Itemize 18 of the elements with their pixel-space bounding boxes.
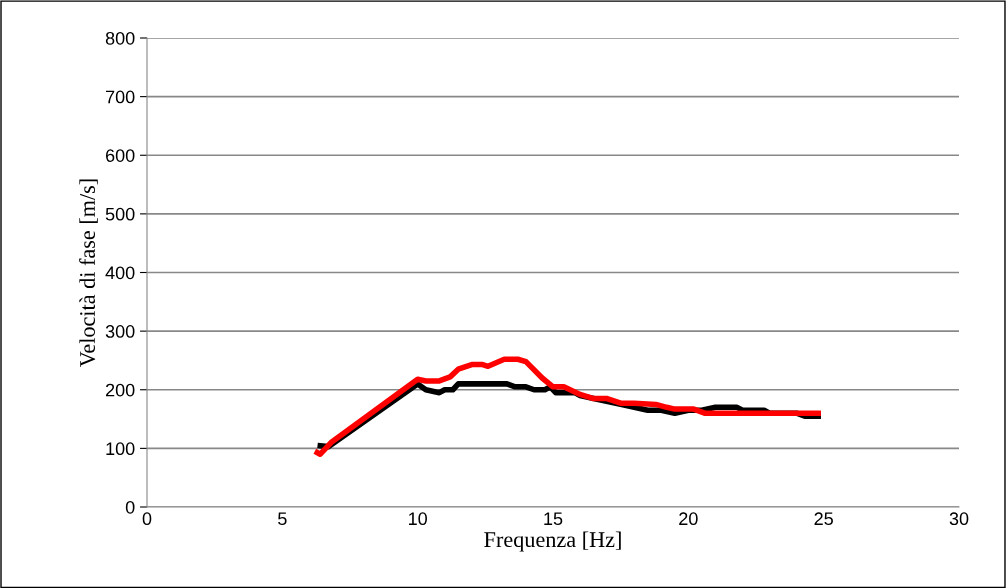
- x-tick-label: 10: [409, 512, 427, 526]
- y-axis-title: Velocità di fase [m/s]: [79, 179, 98, 367]
- x-tick-label: 25: [814, 512, 833, 526]
- y-tick-label: 200: [105, 383, 135, 397]
- x-tick-label: 20: [679, 512, 698, 526]
- x-axis-title: Frequenza [Hz]: [484, 531, 621, 552]
- y-tick-label: 400: [105, 266, 135, 280]
- y-tick-label: 500: [105, 207, 135, 221]
- x-tick-label: 30: [949, 512, 969, 526]
- y-tick-label: 800: [105, 31, 135, 45]
- x-tick-label: 5: [278, 512, 287, 526]
- x-tick-label: 15: [544, 512, 563, 526]
- x-tick-label: 0: [142, 512, 152, 526]
- y-tick-label: 0: [125, 500, 135, 514]
- y-tick-label: 300: [105, 325, 135, 338]
- y-tick-label: 600: [105, 149, 135, 162]
- y-tick-label: 100: [106, 442, 135, 456]
- y-tick-label: 700: [106, 90, 135, 104]
